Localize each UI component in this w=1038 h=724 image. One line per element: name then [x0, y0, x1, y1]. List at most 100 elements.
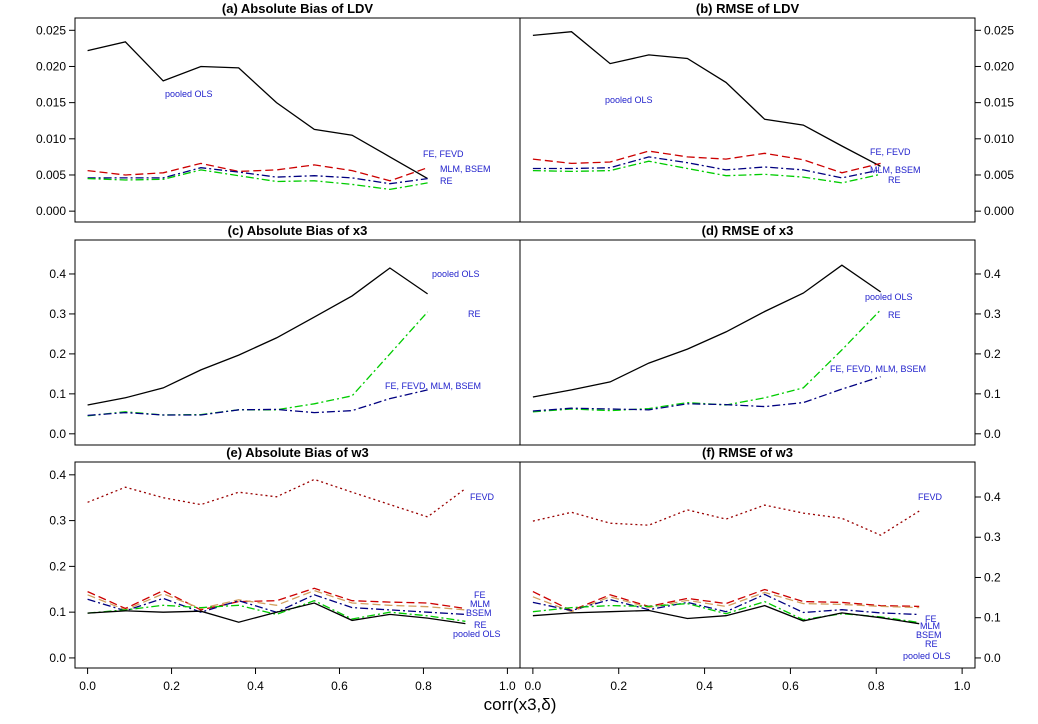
series-label: RE: [888, 175, 901, 185]
y-tick-label: 0.000: [36, 204, 66, 218]
panel-title: (f) RMSE of w3: [702, 445, 793, 460]
series-line: [532, 264, 881, 398]
series-label: MLM, BSEM: [870, 165, 921, 175]
y-tick-label: 0.3: [49, 514, 66, 528]
y-tick-label: 0.020: [984, 59, 1014, 73]
y-tick-label: 0.2: [49, 559, 66, 573]
series-label: RE: [888, 310, 901, 320]
series-line: [87, 311, 429, 417]
y-tick-label: 0.1: [984, 611, 1001, 625]
series-line: [532, 160, 881, 184]
series-label: pooled OLS: [605, 95, 653, 105]
series-line: [532, 31, 881, 167]
x-tick-label: 0.8: [868, 679, 885, 693]
y-tick-label: 0.025: [984, 23, 1014, 37]
series-label: MLM, BSEM: [440, 164, 491, 174]
panel-title: (c) Absolute Bias of x3: [228, 223, 368, 238]
series-label: BSEM: [916, 630, 942, 640]
series-line: [87, 167, 428, 185]
series-line: [532, 376, 881, 412]
series-line: [532, 150, 881, 174]
panel-title: (a) Absolute Bias of LDV: [222, 1, 374, 16]
x-tick-label: 0.0: [79, 679, 96, 693]
series-line: [532, 309, 882, 413]
y-tick-label: 0.0: [984, 427, 1001, 441]
series-line: [87, 267, 428, 406]
y-tick-label: 0.000: [984, 204, 1014, 218]
series-label: BSEM: [466, 608, 492, 618]
y-tick-label: 0.015: [36, 96, 66, 110]
series-label: RE: [474, 620, 487, 630]
series-label: FE: [925, 614, 937, 624]
x-tick-label: 0.4: [247, 679, 264, 693]
series-line: [532, 604, 920, 625]
series-label: RE: [468, 309, 481, 319]
series-label: RE: [925, 639, 938, 649]
panel-frame: [519, 17, 976, 223]
x-tick-label: 0.4: [696, 679, 713, 693]
series-label: pooled OLS: [903, 651, 951, 661]
series-line: [87, 589, 466, 611]
y-tick-label: 0.1: [49, 387, 66, 401]
series-line: [532, 600, 920, 624]
series-line: [87, 162, 428, 182]
y-tick-label: 0.3: [984, 307, 1001, 321]
y-tick-label: 0.3: [984, 530, 1001, 544]
series-label: FEVD: [918, 492, 943, 502]
y-tick-label: 0.0: [984, 651, 1001, 665]
y-tick-label: 0.3: [49, 307, 66, 321]
series-label: MLM: [470, 599, 490, 609]
y-tick-label: 0.010: [36, 132, 66, 146]
y-tick-label: 0.1: [984, 387, 1001, 401]
x-tick-label: 0.2: [610, 679, 627, 693]
y-tick-label: 0.015: [984, 96, 1014, 110]
panel-frame: [519, 239, 976, 446]
series-label: FE, FEVD: [870, 147, 911, 157]
series-line: [87, 602, 466, 625]
series-label: FEVD: [470, 492, 495, 502]
series-label: FE, FEVD: [423, 149, 464, 159]
y-tick-label: 0.4: [984, 267, 1001, 281]
x-tick-label: 1.0: [499, 679, 516, 693]
y-tick-label: 0.1: [49, 605, 66, 619]
series-label: MLM: [920, 621, 940, 631]
y-tick-label: 0.2: [984, 570, 1001, 584]
y-tick-label: 0.4: [49, 468, 66, 482]
panel-frame: [74, 17, 521, 223]
y-tick-label: 0.4: [984, 490, 1001, 504]
series-line: [532, 156, 881, 179]
y-tick-label: 0.0: [49, 427, 66, 441]
y-tick-label: 0.020: [36, 59, 66, 73]
y-tick-label: 0.2: [49, 347, 66, 361]
y-tick-label: 0.025: [36, 23, 66, 37]
y-tick-label: 0.0: [49, 651, 66, 665]
series-label: pooled OLS: [865, 292, 913, 302]
x-tick-label: 0.8: [415, 679, 432, 693]
x-tick-label: 0.2: [163, 679, 180, 693]
panel-title: (e) Absolute Bias of w3: [226, 445, 369, 460]
series-label: FE, FEVD, MLM, BSEM: [385, 381, 481, 391]
y-tick-label: 0.2: [984, 347, 1001, 361]
y-tick-label: 0.005: [984, 168, 1014, 182]
x-tick-label: 0.6: [782, 679, 799, 693]
series-line: [87, 599, 466, 622]
panel-title: (b) RMSE of LDV: [696, 1, 800, 16]
y-tick-label: 0.005: [36, 168, 66, 182]
series-label: pooled OLS: [453, 629, 501, 639]
series-line: [532, 593, 920, 616]
series-line: [532, 588, 920, 612]
x-axis-label: corr(x3,δ): [484, 695, 557, 714]
x-tick-label: 1.0: [954, 679, 971, 693]
series-line: [87, 41, 428, 180]
x-tick-label: 0.0: [525, 679, 542, 693]
series-label: RE: [440, 176, 453, 186]
y-tick-label: 0.4: [49, 267, 66, 281]
x-tick-label: 0.6: [331, 679, 348, 693]
panel-frame: [519, 461, 976, 669]
panel-title: (d) RMSE of x3: [702, 223, 794, 238]
series-line: [87, 478, 466, 518]
series-label: FE: [474, 590, 486, 600]
series-line: [87, 587, 466, 611]
series-label: pooled OLS: [165, 89, 213, 99]
